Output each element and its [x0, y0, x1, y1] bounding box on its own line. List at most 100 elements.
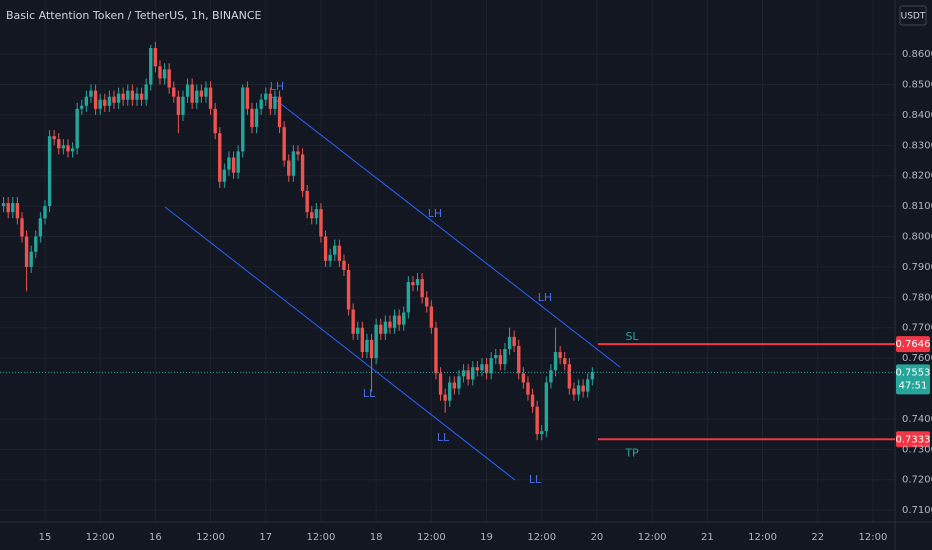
candle-body	[494, 355, 498, 359]
x-tick-label: 17	[259, 532, 272, 543]
candle-body	[512, 336, 516, 346]
candle-body	[535, 406, 539, 435]
annotation: LL	[529, 473, 542, 486]
candle-body	[80, 105, 84, 109]
candle-body	[319, 209, 323, 237]
candle-body	[544, 382, 549, 432]
level-price-box	[896, 431, 930, 448]
level-price-label: 0.7333	[896, 434, 931, 445]
x-tick-label: 12:00	[86, 532, 115, 543]
countdown: 47:51	[899, 380, 928, 391]
channel-lower	[164, 206, 516, 481]
candle-body	[434, 327, 438, 374]
x-tick-label: 12:00	[196, 532, 225, 543]
annotation: LH	[538, 291, 552, 304]
candle-body	[121, 93, 125, 100]
candle-body	[356, 327, 360, 334]
candle-body	[553, 352, 558, 371]
candle-body	[236, 151, 240, 173]
candle-body	[135, 93, 139, 100]
candle-body	[471, 367, 475, 380]
x-tick-label: 22	[811, 532, 824, 543]
level-price-label: 0.7646	[896, 339, 931, 350]
currency[interactable]: USDT	[901, 12, 926, 22]
candle-body	[20, 218, 24, 237]
candle-body	[277, 96, 282, 128]
candle-body	[420, 279, 424, 298]
candle-body	[466, 370, 470, 380]
candle-body	[89, 90, 93, 97]
candle-body	[227, 157, 231, 170]
x-tick-label: 12:00	[307, 532, 336, 543]
candle-body	[576, 385, 581, 395]
candle-body	[567, 364, 572, 389]
candle-body	[337, 245, 342, 261]
grid	[0, 0, 895, 522]
candle-body	[158, 66, 162, 79]
last-price-label: 0.7553	[896, 367, 931, 378]
candle-body	[190, 84, 194, 103]
x-tick-label: 21	[701, 532, 714, 543]
annotation: LH	[428, 207, 442, 220]
candle-body	[84, 96, 89, 106]
candle-body	[6, 203, 10, 213]
candles	[1, 41, 595, 441]
candle-body	[34, 236, 38, 252]
level-price-box	[896, 336, 930, 353]
candle-body	[498, 355, 503, 365]
candle-body	[448, 382, 452, 401]
candle-body	[61, 145, 66, 149]
annotation: LH	[270, 80, 284, 93]
candle-body	[75, 108, 79, 149]
candle-body	[369, 339, 374, 359]
candle-body	[112, 96, 116, 103]
candle-body	[415, 279, 420, 286]
x-tick-label: 12:00	[527, 532, 556, 543]
currency-box[interactable]	[899, 5, 927, 26]
candle-body	[29, 251, 33, 267]
candle-body	[475, 367, 480, 371]
last-price-box	[896, 364, 930, 395]
candle-body	[199, 90, 204, 97]
candle-body	[457, 376, 461, 389]
candle-body	[517, 345, 521, 374]
x-tick-label: 18	[370, 532, 383, 543]
candle-body	[107, 96, 112, 106]
overlay: 0.7553 47:51 0.7646 SL 0.7333 TP	[0, 330, 931, 459]
candle-body	[333, 245, 337, 255]
candle-body	[406, 282, 411, 313]
x-tick-label: 19	[480, 532, 493, 543]
candle-body	[521, 373, 526, 383]
x-tick-label: 12:00	[417, 532, 446, 543]
candle-body	[15, 203, 20, 219]
candle-body	[231, 157, 236, 173]
candle-body	[259, 99, 263, 109]
candle-body	[549, 370, 553, 383]
candle-body	[176, 96, 181, 115]
candle-body	[388, 321, 392, 328]
candle-body	[218, 133, 222, 182]
candle-body	[264, 93, 268, 100]
candle-body	[11, 203, 15, 213]
candle-body	[167, 69, 171, 88]
candle-body	[300, 154, 305, 191]
candle-body	[429, 306, 434, 328]
candle-body	[392, 315, 397, 328]
candle-body	[93, 90, 98, 109]
x-tick-label: 15	[39, 532, 52, 543]
annotation: LL	[437, 431, 450, 444]
candle-body	[126, 90, 130, 100]
candle-body	[360, 327, 365, 353]
candle-body	[185, 84, 190, 97]
candle-body	[296, 151, 300, 155]
candle-body	[245, 87, 250, 109]
y-tick-label: 0.7100	[902, 505, 932, 516]
candle-body	[590, 372, 595, 380]
